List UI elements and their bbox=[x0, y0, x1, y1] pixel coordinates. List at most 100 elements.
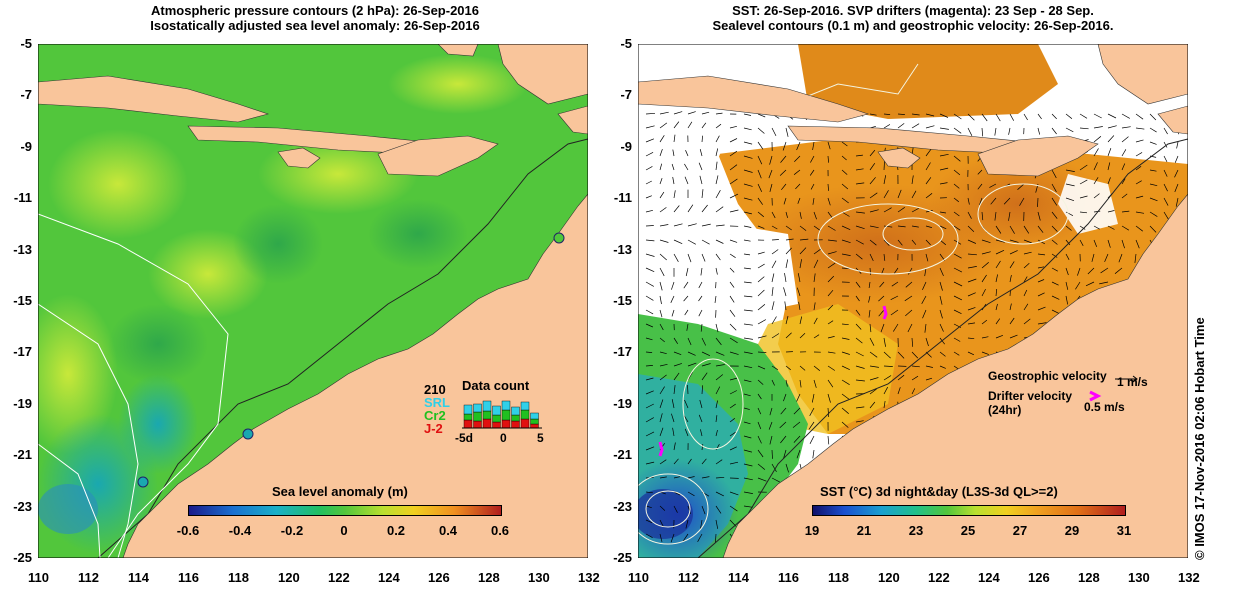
velocity-arrow bbox=[715, 459, 723, 465]
velocity-arrow bbox=[1023, 225, 1030, 234]
velocity-arrow bbox=[977, 183, 983, 190]
velocity-arrow bbox=[684, 176, 689, 185]
velocity-arrow bbox=[880, 323, 885, 333]
velocity-arrow bbox=[1065, 281, 1069, 290]
velocity-arrow bbox=[1023, 318, 1031, 325]
velocity-arrow bbox=[780, 435, 787, 444]
velocity-arrow bbox=[813, 365, 821, 371]
velocity-arrow bbox=[855, 295, 860, 302]
velocity-arrow bbox=[757, 379, 764, 385]
velocity-arrow bbox=[685, 267, 689, 277]
velocity-arrow bbox=[757, 113, 766, 118]
velocity-arrow bbox=[729, 418, 736, 423]
velocity-arrow bbox=[1149, 183, 1158, 187]
velocity-arrow bbox=[1149, 197, 1158, 202]
velocity-arrow bbox=[883, 351, 891, 359]
velocity-arrow bbox=[808, 421, 815, 430]
velocity-arrow bbox=[1065, 239, 1071, 246]
velocity-arrow bbox=[1065, 183, 1075, 187]
velocity-arrow bbox=[785, 238, 794, 241]
longitude-tick: 124 bbox=[378, 570, 400, 585]
velocity-arrow bbox=[869, 351, 878, 358]
velocity-arrow bbox=[645, 225, 654, 227]
velocity-arrow bbox=[785, 332, 792, 339]
longitude-tick: 126 bbox=[1028, 570, 1050, 585]
velocity-arrow bbox=[757, 407, 762, 415]
velocity-arrow bbox=[922, 309, 927, 319]
velocity-arrow bbox=[687, 362, 697, 367]
velocity-arrow bbox=[1087, 267, 1095, 275]
velocity-arrow bbox=[925, 148, 932, 157]
velocity-arrow bbox=[1099, 281, 1109, 285]
velocity-arrow bbox=[939, 267, 944, 277]
velocity-arrow bbox=[868, 295, 871, 303]
count-bar-segment bbox=[492, 414, 501, 423]
longitude-tick: 128 bbox=[1078, 570, 1100, 585]
velocity-arrow bbox=[953, 127, 962, 134]
velocity-arrow bbox=[673, 491, 681, 496]
velocity-arrow bbox=[1051, 127, 1057, 135]
velocity-arrow bbox=[1051, 169, 1057, 179]
velocity-arrow bbox=[701, 476, 710, 479]
left-colorbar-tick: -0.4 bbox=[228, 523, 252, 538]
velocity-arrow bbox=[757, 304, 766, 311]
velocity-arrow bbox=[979, 197, 983, 206]
velocity-arrow bbox=[672, 427, 675, 437]
velocity-arrow bbox=[904, 295, 913, 302]
velocity-arrow bbox=[715, 175, 719, 185]
velocity-arrow bbox=[659, 399, 664, 409]
velocity-arrow bbox=[1079, 179, 1088, 185]
velocity-arrow bbox=[1051, 281, 1059, 286]
velocity-arrow bbox=[659, 177, 663, 185]
velocity-arrow bbox=[813, 211, 817, 220]
velocity-arrow bbox=[897, 387, 901, 395]
velocity-arrow bbox=[1079, 195, 1088, 199]
velocity-arrow bbox=[1107, 162, 1111, 171]
right-colorbar-tick: 23 bbox=[908, 523, 924, 538]
longitude-tick: 132 bbox=[1178, 570, 1200, 585]
velocity-arrow bbox=[1037, 266, 1045, 269]
velocity-arrow bbox=[771, 316, 777, 325]
velocity-arrow bbox=[907, 323, 913, 333]
velocity-arrow bbox=[715, 491, 724, 497]
velocity-arrow bbox=[883, 161, 885, 171]
velocity-arrow bbox=[841, 323, 849, 326]
velocity-arrow bbox=[729, 491, 739, 496]
velocity-arrow bbox=[729, 193, 739, 199]
data-count-title: Data count bbox=[462, 378, 530, 393]
velocity-arrow bbox=[743, 463, 753, 467]
velocity-arrow bbox=[645, 377, 654, 381]
velocity-arrow bbox=[1051, 197, 1058, 206]
velocity-arrow bbox=[967, 225, 975, 232]
velocity-arrow bbox=[855, 225, 865, 230]
velocity-arrow bbox=[827, 262, 836, 269]
velocity-arrow bbox=[883, 124, 891, 129]
velocity-arrow bbox=[729, 461, 739, 465]
velocity-arrow bbox=[981, 127, 984, 137]
velocity-arrow bbox=[700, 429, 703, 437]
velocity-arrow bbox=[645, 309, 654, 315]
velocity-arrow bbox=[743, 155, 753, 159]
velocity-arrow bbox=[671, 281, 675, 290]
velocity-arrow bbox=[1023, 113, 1028, 121]
velocity-arrow bbox=[687, 223, 697, 227]
velocity-arrow bbox=[701, 337, 707, 346]
velocity-arrow bbox=[645, 323, 654, 328]
count-bar-segment bbox=[501, 419, 511, 429]
velocity-arrow bbox=[715, 135, 720, 143]
velocity-arrow bbox=[1107, 113, 1117, 119]
left-colorbar-tick: 0.2 bbox=[386, 523, 406, 538]
velocity-arrow bbox=[1037, 211, 1041, 221]
velocity-arrow bbox=[684, 309, 689, 316]
velocity-arrow bbox=[883, 207, 892, 213]
velocity-arrow bbox=[785, 463, 789, 473]
velocity-arrow bbox=[827, 155, 829, 163]
velocity-arrow bbox=[953, 211, 960, 217]
count-bar-segment bbox=[511, 414, 520, 422]
velocity-arrow bbox=[994, 211, 997, 221]
velocity-arrow bbox=[855, 406, 865, 409]
count-bar-segment bbox=[463, 419, 473, 429]
velocity-arrow bbox=[743, 337, 753, 340]
velocity-arrow bbox=[793, 435, 801, 443]
velocity-arrow bbox=[1009, 250, 1018, 255]
